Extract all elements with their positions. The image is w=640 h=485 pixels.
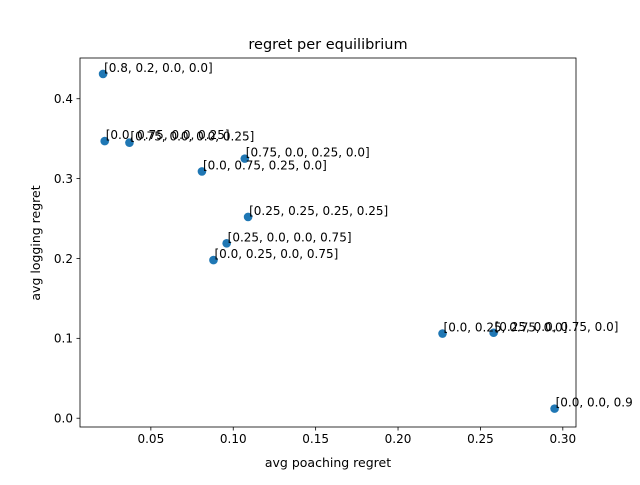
x-tick-label: 0.25 xyxy=(467,432,494,446)
data-point xyxy=(240,154,250,163)
y-tick-label: 0.3 xyxy=(54,172,73,186)
data-point xyxy=(222,238,231,248)
y-axis-label: avg logging regret xyxy=(28,185,43,300)
y-tick-label: 0.2 xyxy=(54,252,73,266)
x-tick-label: 0.10 xyxy=(220,432,247,446)
data-points xyxy=(98,69,559,413)
x-axis-ticks: 0.05 0.10 0.15 0.20 0.25 0.30 xyxy=(137,427,576,446)
data-point-label: [0.75, 0.0, 0.25, 0.0] xyxy=(246,146,370,160)
data-point xyxy=(243,212,253,222)
chart-title: regret per equilibrium xyxy=(248,37,407,53)
data-point-label: [0.25, 0.25, 0.25, 0.25] xyxy=(249,204,388,218)
data-point xyxy=(209,255,218,265)
data-point-label: [0.8, 0.2, 0.0, 0.0] xyxy=(104,61,213,75)
y-tick-label: 0.1 xyxy=(54,332,73,346)
x-tick-label: 0.30 xyxy=(549,432,576,446)
y-tick-label: 0.0 xyxy=(54,412,73,426)
axes-frame xyxy=(79,57,577,428)
x-tick-label: 0.15 xyxy=(302,432,329,446)
data-point-label: [0.0, 0.25, 0.75, 0.0] xyxy=(444,321,568,335)
data-point xyxy=(489,328,498,338)
data-point-label: [0.0, 0.0, 0.9 xyxy=(556,396,633,410)
y-axis-ticks: 0.0 0.1 0.2 0.3 0.4 xyxy=(54,92,80,426)
plot-area: 0.05 0.10 0.15 0.20 0.25 0.30 0.0 0.1 0.2 0.3 0.4… xyxy=(54,57,633,446)
data-point xyxy=(438,329,447,338)
data-point-label: [0.0, 0.75, 0.25, 0.0] xyxy=(203,158,327,172)
data-point xyxy=(550,404,559,413)
data-point xyxy=(125,138,134,147)
x-axis-label: avg poaching regret xyxy=(265,455,391,470)
data-point-label: [0.0, 0.75, 0.0, 0.25] xyxy=(106,128,230,142)
y-tick-label: 0.4 xyxy=(54,92,73,106)
data-point xyxy=(98,69,108,79)
x-tick-label: 0.05 xyxy=(137,432,164,446)
data-point xyxy=(197,167,207,176)
data-point-label: [0.25, 0.0, 0.0, 0.75] xyxy=(228,230,352,244)
point-labels: [0.8, 0.2, 0.0, 0.0] [0.0, 0.75, 0.0, 0.2… xyxy=(104,61,633,410)
x-tick-label: 0.20 xyxy=(385,432,412,446)
data-point-label: [0.0, 0.25, 0.0, 0.75] xyxy=(214,247,338,261)
data-point-label: [0.75, 0.0, 0.0, 0.25] xyxy=(130,130,254,144)
data-point xyxy=(100,136,110,146)
data-point-label: [0.25, 0.0, 0.75, 0.0] xyxy=(495,320,619,334)
